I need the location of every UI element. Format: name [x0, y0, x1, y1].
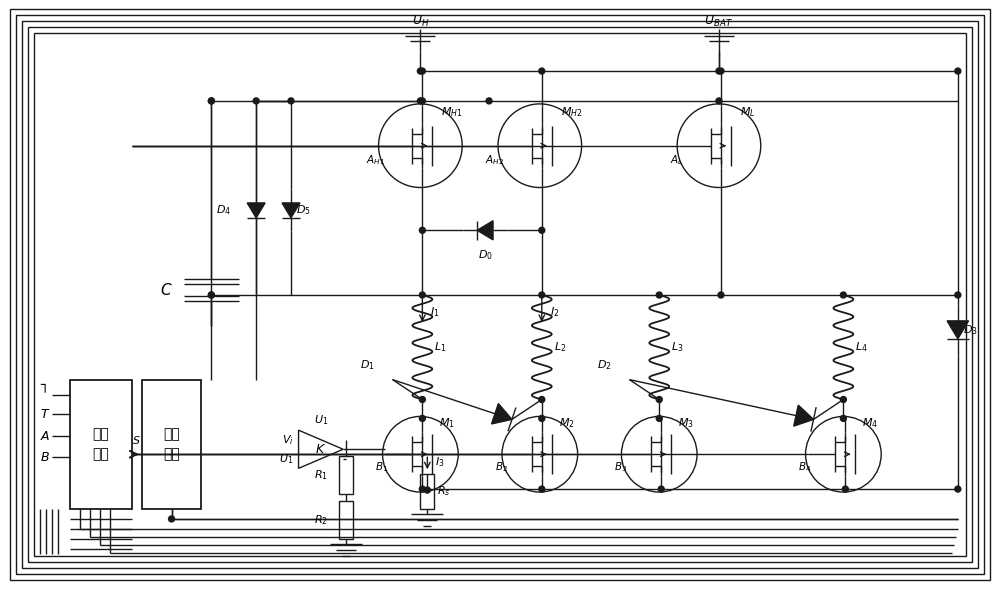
Circle shape: [716, 98, 722, 104]
Circle shape: [955, 486, 961, 492]
Circle shape: [419, 396, 425, 402]
Text: $U_{BAT}$: $U_{BAT}$: [704, 14, 733, 29]
Text: $T$: $T$: [40, 408, 51, 421]
Circle shape: [955, 292, 961, 298]
Circle shape: [656, 292, 662, 298]
Circle shape: [208, 98, 214, 104]
Circle shape: [424, 487, 430, 493]
Circle shape: [486, 98, 492, 104]
Circle shape: [539, 68, 545, 74]
Bar: [34, 33, 966, 556]
Circle shape: [840, 292, 846, 298]
Circle shape: [842, 486, 848, 492]
Text: $R_2$: $R_2$: [314, 513, 328, 527]
Circle shape: [417, 68, 423, 74]
Circle shape: [419, 415, 425, 421]
Text: $M_2$: $M_2$: [559, 416, 574, 429]
Text: $D_5$: $D_5$: [296, 203, 311, 217]
Text: $D_3$: $D_3$: [963, 323, 978, 337]
Text: $R_1$: $R_1$: [314, 468, 328, 482]
Circle shape: [718, 292, 724, 298]
Circle shape: [169, 516, 175, 522]
Text: $D_4$: $D_4$: [216, 203, 231, 217]
Circle shape: [419, 68, 425, 74]
Text: $M_3$: $M_3$: [678, 416, 694, 429]
Text: $R_s$: $R_s$: [437, 485, 451, 498]
Circle shape: [208, 98, 214, 104]
Polygon shape: [247, 203, 265, 218]
Circle shape: [419, 98, 425, 104]
Circle shape: [656, 415, 662, 421]
Polygon shape: [477, 221, 493, 240]
Circle shape: [718, 68, 724, 74]
Circle shape: [840, 396, 846, 402]
Circle shape: [955, 68, 961, 74]
Circle shape: [539, 227, 545, 233]
Text: $D_2$: $D_2$: [597, 358, 612, 372]
Text: $M_{H2}$: $M_{H2}$: [561, 105, 582, 118]
Text: $M_1$: $M_1$: [439, 416, 455, 429]
Text: $D_0$: $D_0$: [478, 248, 493, 262]
Text: $C$: $C$: [160, 282, 173, 298]
Polygon shape: [282, 203, 300, 218]
Circle shape: [208, 292, 214, 298]
Bar: [339, 501, 353, 539]
Text: $U_H$: $U_H$: [412, 14, 429, 29]
Text: $L_3$: $L_3$: [671, 340, 684, 354]
Text: $B_3$: $B_3$: [614, 461, 627, 474]
Circle shape: [419, 486, 425, 492]
Circle shape: [656, 396, 662, 402]
Polygon shape: [492, 403, 512, 424]
Text: $A_{H1}$: $A_{H1}$: [366, 154, 385, 167]
Circle shape: [539, 415, 545, 421]
Circle shape: [539, 292, 545, 298]
Bar: [339, 456, 353, 494]
Text: $A_{H2}$: $A_{H2}$: [485, 154, 504, 167]
Text: $I_3$: $I_3$: [435, 455, 445, 469]
Text: $B$: $B$: [40, 451, 50, 464]
Text: $I_2$: $I_2$: [550, 305, 559, 319]
Circle shape: [658, 486, 664, 492]
Text: $B_4$: $B_4$: [798, 461, 811, 474]
Text: $B_2$: $B_2$: [495, 461, 508, 474]
Polygon shape: [947, 321, 969, 339]
Text: 电压
检测: 电压 检测: [163, 428, 180, 461]
Text: $I_1$: $I_1$: [430, 305, 440, 319]
Circle shape: [419, 227, 425, 233]
Text: $M_4$: $M_4$: [862, 416, 878, 429]
Bar: [142, 379, 201, 509]
Circle shape: [840, 415, 846, 421]
Circle shape: [539, 396, 545, 402]
Circle shape: [716, 68, 722, 74]
Circle shape: [417, 98, 423, 104]
Text: $U_1$: $U_1$: [314, 413, 328, 427]
Bar: [420, 474, 434, 509]
Text: $B_1$: $B_1$: [375, 461, 388, 474]
Text: ┐: ┐: [40, 378, 49, 392]
Text: $A$: $A$: [40, 430, 51, 443]
Text: $M_L$: $M_L$: [740, 105, 755, 118]
Circle shape: [419, 292, 425, 298]
Text: $S$: $S$: [132, 434, 141, 446]
Circle shape: [288, 98, 294, 104]
Text: 时序
控制: 时序 控制: [93, 428, 109, 461]
Text: $D_1$: $D_1$: [360, 358, 375, 372]
Circle shape: [208, 292, 214, 298]
Text: $V_i$: $V_i$: [282, 433, 294, 446]
Text: $L_2$: $L_2$: [554, 340, 566, 354]
Text: $U_1$: $U_1$: [279, 452, 294, 466]
Text: $L_1$: $L_1$: [434, 340, 447, 354]
Text: $A_L$: $A_L$: [670, 154, 683, 167]
Polygon shape: [794, 405, 814, 426]
Text: $L_4$: $L_4$: [855, 340, 868, 354]
Text: $K$: $K$: [315, 443, 326, 456]
Text: $M_{H1}$: $M_{H1}$: [441, 105, 463, 118]
Circle shape: [539, 486, 545, 492]
Bar: [70, 379, 132, 509]
Circle shape: [253, 98, 259, 104]
